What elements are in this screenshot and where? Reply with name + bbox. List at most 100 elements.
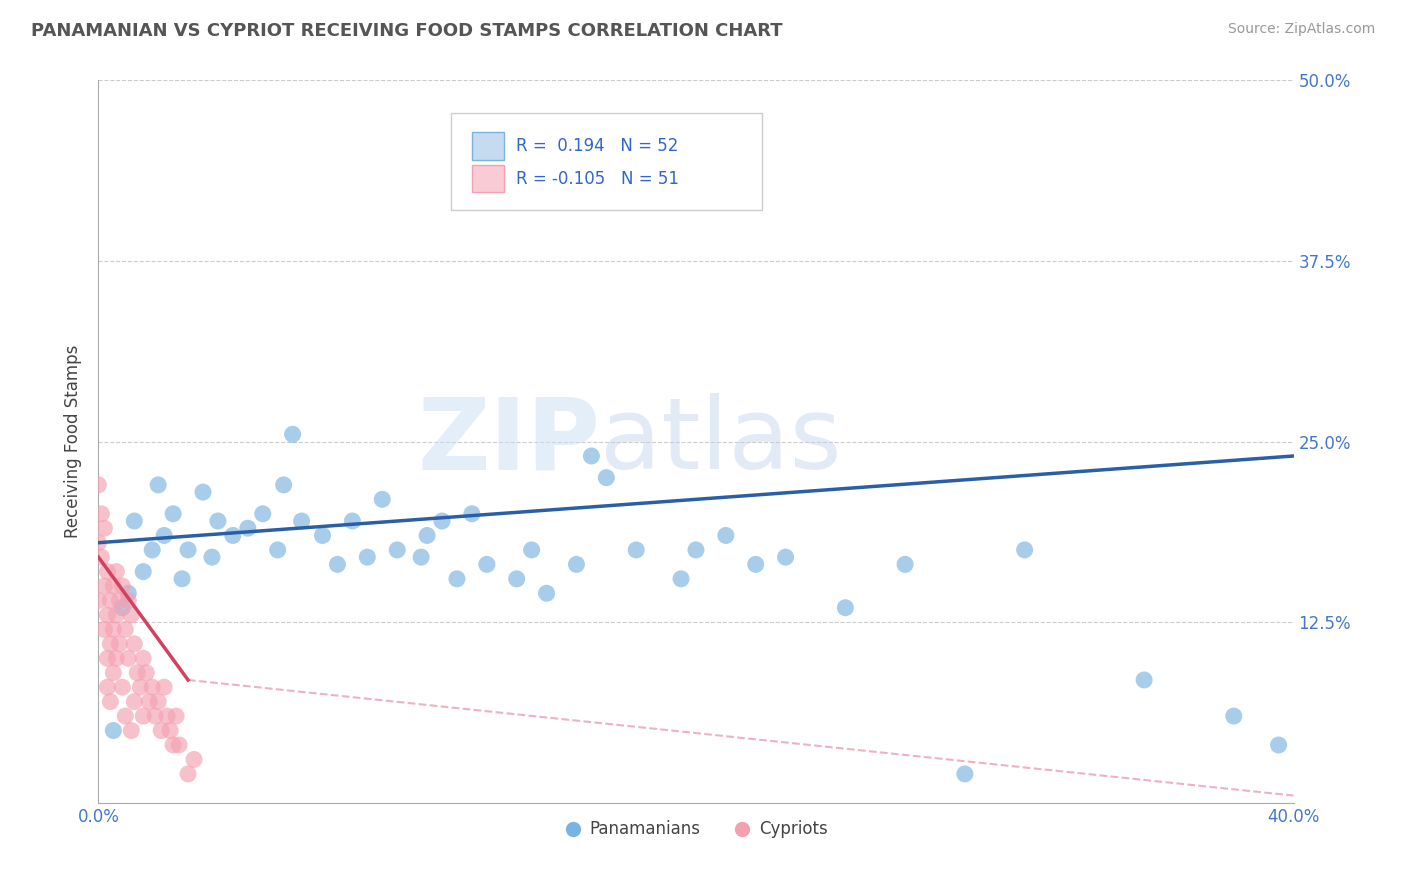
Point bbox=[153, 680, 176, 694]
Point bbox=[108, 593, 131, 607]
Point bbox=[132, 565, 155, 579]
Point bbox=[111, 579, 134, 593]
Point bbox=[103, 665, 125, 680]
Point bbox=[291, 514, 314, 528]
Point bbox=[143, 709, 166, 723]
Point bbox=[124, 637, 146, 651]
Point bbox=[356, 550, 378, 565]
Point bbox=[114, 709, 136, 723]
Point bbox=[177, 542, 200, 557]
Text: ZIP: ZIP bbox=[418, 393, 600, 490]
Point bbox=[96, 607, 118, 622]
Point bbox=[207, 514, 229, 528]
Point bbox=[191, 485, 214, 500]
Point bbox=[159, 723, 181, 738]
Point bbox=[411, 550, 433, 565]
Point bbox=[96, 651, 118, 665]
Text: R = -0.105   N = 51: R = -0.105 N = 51 bbox=[516, 169, 679, 187]
Point bbox=[162, 738, 184, 752]
Point bbox=[172, 572, 194, 586]
Point bbox=[111, 680, 134, 694]
Point bbox=[117, 651, 139, 665]
Point bbox=[201, 550, 224, 565]
Point bbox=[153, 528, 176, 542]
Point bbox=[165, 709, 187, 723]
Point bbox=[894, 558, 917, 572]
Point bbox=[135, 665, 157, 680]
Point bbox=[953, 767, 976, 781]
Point bbox=[98, 637, 122, 651]
Point bbox=[87, 535, 110, 549]
Point bbox=[745, 558, 768, 572]
Point bbox=[105, 565, 128, 579]
Point bbox=[252, 507, 274, 521]
Point bbox=[114, 623, 136, 637]
Y-axis label: Receiving Food Stamps: Receiving Food Stamps bbox=[65, 345, 83, 538]
Point bbox=[162, 507, 184, 521]
Point bbox=[1223, 709, 1246, 723]
Point bbox=[141, 680, 163, 694]
Point bbox=[167, 738, 190, 752]
Point bbox=[273, 478, 295, 492]
Point bbox=[371, 492, 394, 507]
Point bbox=[96, 680, 118, 694]
Point bbox=[342, 514, 364, 528]
Point bbox=[103, 623, 125, 637]
Point bbox=[103, 579, 125, 593]
Point bbox=[311, 528, 333, 542]
Point bbox=[430, 514, 453, 528]
Point bbox=[87, 593, 110, 607]
Point bbox=[120, 723, 142, 738]
Point bbox=[520, 542, 543, 557]
Point bbox=[326, 558, 349, 572]
Point bbox=[127, 665, 149, 680]
Point bbox=[132, 709, 155, 723]
Point bbox=[475, 558, 498, 572]
Point bbox=[148, 478, 170, 492]
Point bbox=[626, 542, 648, 557]
Point bbox=[108, 637, 131, 651]
Point bbox=[138, 695, 160, 709]
Text: PANAMANIAN VS CYPRIOT RECEIVING FOOD STAMPS CORRELATION CHART: PANAMANIAN VS CYPRIOT RECEIVING FOOD STA… bbox=[31, 22, 783, 40]
Point bbox=[177, 767, 200, 781]
Point bbox=[93, 623, 115, 637]
Point bbox=[1267, 738, 1289, 752]
Point bbox=[1133, 673, 1156, 687]
Point bbox=[834, 600, 856, 615]
Point bbox=[98, 593, 122, 607]
Point bbox=[93, 521, 115, 535]
Text: Source: ZipAtlas.com: Source: ZipAtlas.com bbox=[1227, 22, 1375, 37]
Point bbox=[124, 514, 146, 528]
Point bbox=[156, 709, 179, 723]
Point bbox=[461, 507, 484, 521]
Point bbox=[236, 521, 259, 535]
Point bbox=[385, 542, 409, 557]
Point bbox=[669, 572, 692, 586]
Point bbox=[446, 572, 468, 586]
Point bbox=[93, 579, 115, 593]
FancyBboxPatch shape bbox=[451, 112, 762, 211]
Point bbox=[117, 586, 139, 600]
Point bbox=[96, 565, 118, 579]
Point bbox=[536, 586, 558, 600]
Point bbox=[98, 695, 122, 709]
Text: atlas: atlas bbox=[600, 393, 842, 490]
Point bbox=[281, 427, 304, 442]
Point bbox=[775, 550, 797, 565]
FancyBboxPatch shape bbox=[472, 165, 503, 193]
Point bbox=[120, 607, 142, 622]
Point bbox=[124, 695, 146, 709]
Point bbox=[111, 600, 134, 615]
Legend: Panamanians, Cypriots: Panamanians, Cypriots bbox=[558, 814, 834, 845]
Point bbox=[565, 558, 588, 572]
Point bbox=[416, 528, 439, 542]
Point bbox=[222, 528, 245, 542]
Point bbox=[117, 593, 139, 607]
Point bbox=[90, 550, 112, 565]
Point bbox=[506, 572, 529, 586]
Point bbox=[129, 680, 152, 694]
Point bbox=[148, 695, 170, 709]
Point bbox=[267, 542, 290, 557]
Point bbox=[141, 542, 163, 557]
Point bbox=[105, 607, 128, 622]
